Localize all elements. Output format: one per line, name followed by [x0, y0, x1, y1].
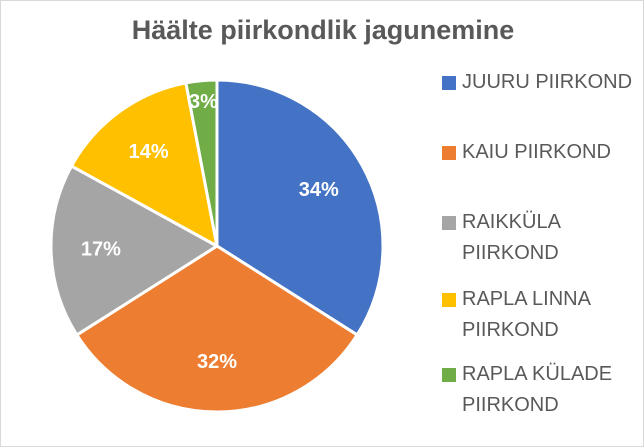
chart-title: Häälte piirkondlik jagunemine: [131, 15, 515, 45]
legend-label-4: RAPLA KÜLADE PIIRKOND: [462, 363, 613, 416]
legend-label-0: JUURU PIIRKOND: [462, 71, 633, 93]
legend-swatch-3: [442, 293, 456, 307]
legend: JUURU PIIRKOND KAIU PIIRKOND RAIKKÜLA PIIR…: [434, 59, 638, 419]
legend-swatch-0: [442, 76, 456, 90]
legend-label-2: RAIKKÜLA PIIRKOND: [462, 211, 560, 264]
data-label-2: 17%: [81, 239, 121, 261]
data-label-0: 34%: [299, 179, 339, 201]
legend-swatch-1: [442, 146, 456, 160]
data-label-1: 32%: [197, 351, 237, 373]
legend-label-3: RAPLA LINNA PIIRKOND: [462, 288, 590, 341]
data-label-4: 3%: [189, 91, 218, 113]
legend-swatch-4: [442, 368, 456, 382]
legend-label-1: KAIU PIIRKOND: [462, 141, 611, 163]
data-label-3: 14%: [129, 141, 169, 163]
legend-swatch-2: [442, 216, 456, 230]
pie-slice-3: [70, 81, 219, 248]
pie-slice-4: [184, 78, 219, 248]
pie-slice-1: [75, 244, 359, 414]
pie-slice-2: [49, 164, 219, 337]
